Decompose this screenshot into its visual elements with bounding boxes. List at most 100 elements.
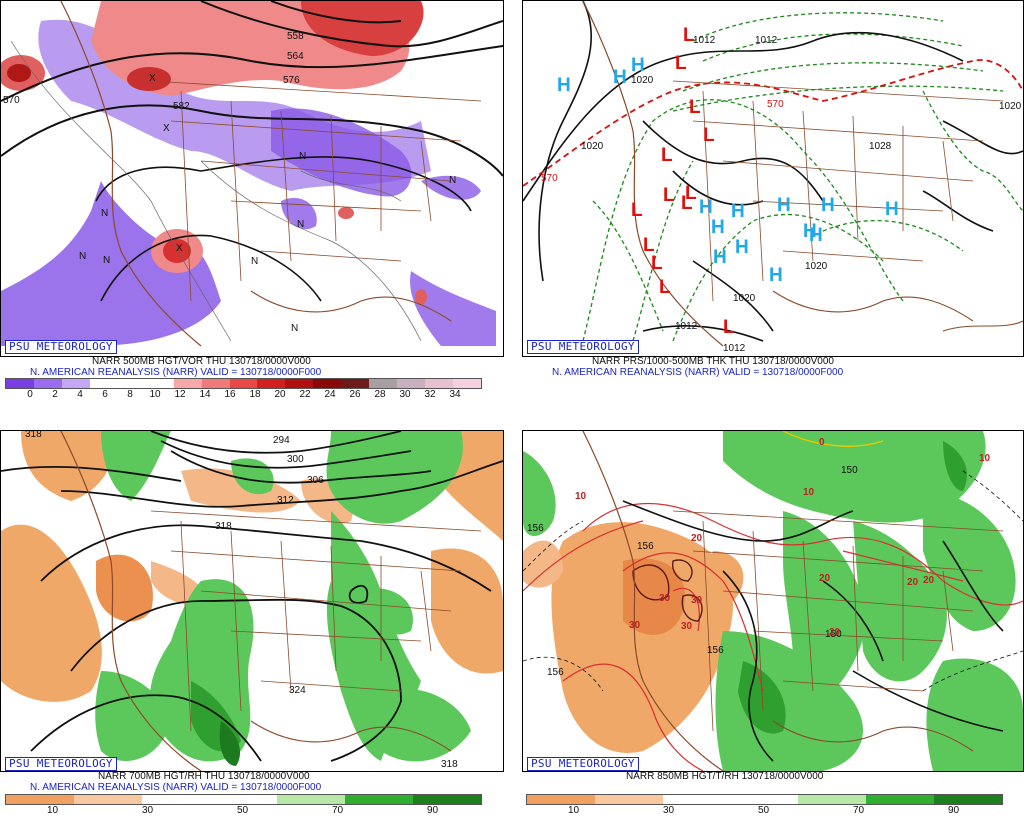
- colorbar-tick: 18: [249, 389, 261, 400]
- colorbar-swatch: [173, 379, 202, 388]
- temp-label: 30: [691, 595, 703, 606]
- map-title: NARR 850MB HGT/T/RH 130718/0000V000: [626, 771, 824, 782]
- contour-label: 582: [173, 101, 190, 112]
- colorbar-swatch: [277, 795, 346, 804]
- colorbar-tick: 90: [947, 805, 960, 816]
- colorbar-tick: 10: [46, 805, 59, 816]
- svg-text:X: X: [149, 73, 156, 84]
- contour-label: 1020: [999, 101, 1022, 112]
- panel-700mb-rh: 318 294 300 306 312 318 324 318 PSU METE…: [0, 430, 504, 772]
- low-pressure-symbol: L: [689, 97, 701, 118]
- colorbar-swatch: [73, 795, 142, 804]
- low-pressure-symbol: L: [643, 235, 655, 256]
- contour-label: 1012: [675, 321, 698, 332]
- vorticity-map: N N N N N N N N X X X 558 564 576 582 570: [1, 1, 503, 347]
- low-pressure-symbol: L: [659, 277, 671, 298]
- temp-label: 10: [979, 453, 991, 464]
- colorbar-tick: 26: [349, 389, 361, 400]
- rh700-map: 318 294 300 306 312 318 324 318: [1, 431, 503, 771]
- colorbar-tick: 34: [449, 389, 461, 400]
- colorbar-swatch: [257, 379, 286, 388]
- rh-colorbar-ticks: 10 30 50 70 90: [526, 805, 1001, 817]
- colorbar-tick: 30: [399, 389, 411, 400]
- contour-label: 300: [287, 454, 304, 465]
- temp-label: 30: [681, 621, 693, 632]
- svg-text:N: N: [297, 219, 304, 230]
- contour-label: 576: [283, 75, 300, 86]
- low-pressure-symbol: L: [675, 53, 687, 74]
- colorbar-tick: 0: [27, 389, 33, 400]
- low-pressure-symbol: L: [681, 193, 693, 214]
- map-subtitle: N. AMERICAN REANALYSIS (NARR) VALID = 13…: [552, 367, 844, 378]
- temp-label: 20: [923, 575, 935, 586]
- colorbar-swatch: [345, 795, 414, 804]
- colorbar-tick: 30: [662, 805, 675, 816]
- colorbar-tick: 22: [299, 389, 311, 400]
- high-pressure-symbol: H: [713, 247, 727, 268]
- colorbar-tick: 32: [424, 389, 436, 400]
- high-pressure-symbol: H: [731, 201, 745, 222]
- high-pressure-symbol: H: [557, 75, 571, 96]
- low-pressure-symbol: L: [631, 200, 643, 221]
- colorbar-tick: 70: [852, 805, 865, 816]
- contour-label: 306: [307, 475, 324, 486]
- high-pressure-symbol: H: [769, 265, 783, 286]
- contour-label: 156: [547, 667, 564, 678]
- map-subtitle: N. AMERICAN REANALYSIS (NARR) VALID = 13…: [30, 367, 322, 378]
- low-pressure-symbol: L: [683, 25, 695, 46]
- svg-text:N: N: [299, 151, 306, 162]
- low-pressure-symbol: L: [723, 317, 735, 338]
- vorticity-colorbar-ticks: 0 2 4 6 8 10 12 14 16 18 20 22 24 26 28 30 32 34: [5, 389, 480, 401]
- high-pressure-symbol: H: [631, 55, 645, 76]
- contour-label: 558: [287, 31, 304, 42]
- colorbar-swatch: [229, 379, 258, 388]
- thickness-map: 1012 1020 1020 1028 1012 1020 1020 1012 …: [523, 1, 1023, 354]
- contour-label: 156: [637, 541, 654, 552]
- rh-colorbar: [5, 794, 482, 805]
- contour-label: 1020: [581, 141, 604, 152]
- svg-text:N: N: [79, 251, 86, 262]
- high-pressure-symbol: H: [821, 195, 835, 216]
- temp-label: 10: [803, 487, 815, 498]
- colorbar-tick: 24: [324, 389, 336, 400]
- contour-label: 570: [3, 95, 20, 106]
- high-pressure-symbol: H: [885, 199, 899, 220]
- high-pressure-symbol: H: [777, 195, 791, 216]
- temp-label: 20: [691, 533, 703, 544]
- colorbar-swatch: [209, 795, 278, 804]
- vorticity-colorbar: [5, 378, 482, 389]
- colorbar-tick: 14: [199, 389, 211, 400]
- colorbar-swatch: [798, 795, 867, 804]
- high-pressure-symbol: H: [735, 237, 749, 258]
- temp-label: 20: [829, 627, 841, 638]
- colorbar-tick: 12: [174, 389, 186, 400]
- colorbar-swatch: [527, 795, 595, 804]
- colorbar-swatch: [201, 379, 230, 388]
- contour-label: 312: [277, 495, 294, 506]
- colorbar-tick: 30: [141, 805, 154, 816]
- temp-label: 20: [819, 573, 831, 584]
- colorbar-tick: 6: [102, 389, 108, 400]
- colorbar-swatch: [453, 379, 481, 388]
- colorbar-tick: 10: [149, 389, 161, 400]
- low-pressure-symbol: L: [663, 185, 675, 206]
- colorbar-swatch: [6, 379, 34, 388]
- t850-map: 150 156 156 156 156 150 10 10 10 20 20 2…: [523, 431, 1023, 771]
- colorbar-swatch: [89, 379, 118, 388]
- colorbar-swatch: [413, 795, 482, 804]
- contour-label: 150: [825, 629, 842, 640]
- temp-label: 20: [907, 577, 919, 588]
- colorbar-tick: 10: [567, 805, 580, 816]
- colorbar-swatch: [61, 379, 90, 388]
- colorbar-swatch: [397, 379, 426, 388]
- colorbar-tick: 70: [331, 805, 344, 816]
- contour-label: 318: [215, 521, 232, 532]
- colorbar-swatch: [425, 379, 453, 388]
- colorbar-swatch: [33, 379, 62, 388]
- colorbar-swatch: [117, 379, 146, 388]
- low-pressure-symbol: L: [703, 125, 715, 146]
- colorbar-swatch: [6, 795, 74, 804]
- high-pressure-symbol: H: [803, 221, 817, 242]
- contour-label: 318: [441, 759, 458, 770]
- contour-label: 156: [527, 523, 544, 534]
